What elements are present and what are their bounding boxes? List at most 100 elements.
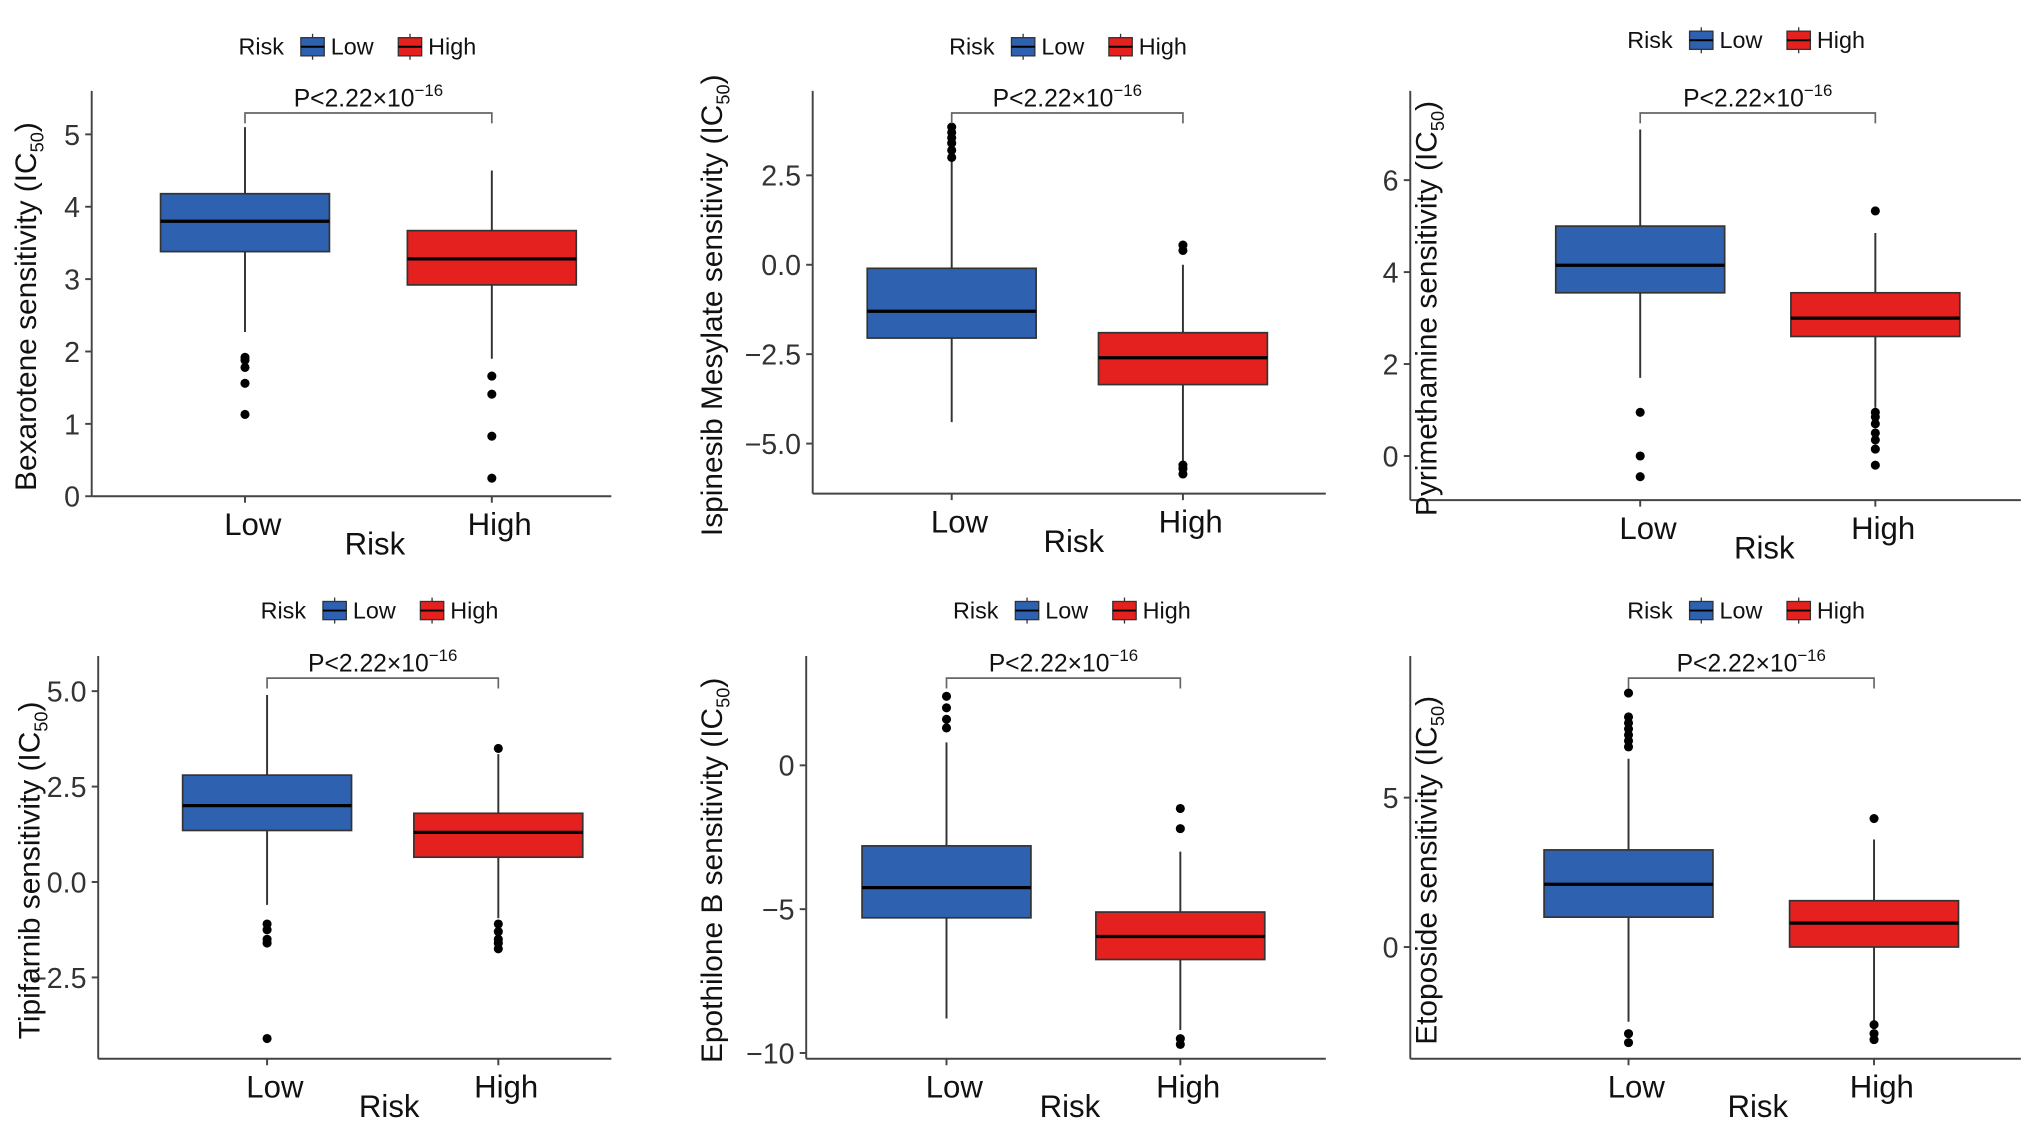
y-tick-label: 2 [64, 337, 80, 369]
x-tick-label: Low [224, 507, 282, 542]
panel-3: 0 2 4 6 Low High Risk Pyrimethamine sensitivity… [1383, 27, 2021, 566]
outlier-point [487, 389, 497, 399]
outlier-point [1178, 469, 1188, 479]
y-axis-title-subscript: 50 [714, 688, 734, 708]
legend-key-low [1014, 597, 1040, 624]
outlier-point [1175, 803, 1185, 814]
x-tick-label: Low [1619, 511, 1677, 546]
iqr-box [413, 812, 584, 859]
outlier-point [262, 938, 272, 948]
outlier-point [1623, 712, 1634, 722]
legend-label: High [1817, 597, 1865, 623]
y-axis-title: Bexarotene sensitivity (IC50) [10, 122, 48, 491]
outlier-point [947, 145, 957, 155]
legend-label: High [428, 34, 476, 60]
y-tick-label: 4 [64, 192, 80, 224]
x-axis-title: Risk [1040, 1089, 1101, 1124]
p-value-exponent: −16 [1804, 81, 1833, 100]
outlier-point [1635, 472, 1645, 482]
legend-key-low [322, 597, 347, 624]
panel-4: −2.5 0.0 2.5 5.0 Low High Risk Tipifarnib sensi… [14, 597, 612, 1124]
outlier-point [1623, 1038, 1634, 1048]
x-tick-label: Low [926, 1070, 984, 1105]
y-axis-title-main: Bexarotene sensitivity (IC [10, 152, 43, 491]
significance-bracket [950, 112, 1184, 124]
outlier-point [947, 122, 957, 132]
box-low [181, 694, 353, 1044]
outlier-point [1869, 1035, 1879, 1045]
y-axis-title-end: ) [14, 702, 47, 712]
y-axis-title: Etoposide sensitivity (IC50) [1410, 696, 1448, 1045]
x-axis-title: Risk [1044, 524, 1105, 559]
outlier-point [487, 371, 497, 381]
p-value-label: P<2.22×10−16 [1677, 646, 1826, 677]
significance-bracket [1627, 677, 1875, 689]
significance-bracket [1639, 112, 1877, 124]
legend-key-low [1010, 33, 1036, 60]
legend-key-high [1786, 27, 1812, 54]
p-value-base: P<2.22×10 [1677, 651, 1798, 678]
x-tick-label: High [1156, 1070, 1220, 1105]
legend-key-high [1112, 597, 1137, 624]
y-axis-title-end: ) [10, 122, 43, 132]
outlier-point [941, 703, 952, 713]
outlier-point [1178, 240, 1188, 250]
legend-label: High [1143, 597, 1191, 623]
y-tick-label: 0 [1383, 441, 1399, 473]
p-value-label: P<2.22×10−16 [1683, 81, 1832, 112]
p-value-label: P<2.22×10−16 [989, 646, 1138, 677]
y-tick-label: −5 [762, 895, 795, 927]
legend-label: Low [1041, 34, 1084, 60]
outlier-point [262, 925, 272, 935]
outlier-point [1623, 688, 1634, 698]
box-high [1790, 206, 1961, 470]
legend-key-high [1108, 33, 1133, 60]
p-value-exponent: −16 [1113, 81, 1142, 100]
box-high [1097, 240, 1269, 479]
y-axis-title-main: Pyrimethamine sensitivity (IC [1410, 131, 1443, 516]
outlier-point [1635, 451, 1645, 461]
x-axis-title: Risk [1727, 1089, 1788, 1124]
p-value-label: P<2.22×10−16 [294, 81, 443, 112]
y-axis-title: Ispinesib Mesylate sensitivity (IC50) [696, 74, 734, 536]
significance-bracket [945, 677, 1182, 689]
p-value-base: P<2.22×10 [993, 86, 1114, 113]
y-tick-label: 5 [1383, 783, 1399, 815]
y-tick-label: 0.0 [761, 250, 801, 282]
outlier-point [493, 927, 503, 937]
y-axis-title: Tipifarnib sensitivity (IC50) [14, 702, 52, 1040]
y-tick-label: 6 [1383, 166, 1399, 198]
outlier-point [1870, 444, 1880, 454]
y-axis-title-main: Ispinesib Mesylate sensitivity (IC [696, 105, 729, 536]
legend: Risk Low High [1627, 27, 1865, 54]
box-low [159, 127, 331, 420]
legend-title: Risk [953, 597, 999, 623]
y-axis-title: Pyrimethamine sensitivity (IC50) [1410, 101, 1448, 516]
y-axis-title-subscript: 50 [1428, 706, 1448, 726]
significance-bracket [244, 112, 493, 124]
p-value-exponent: −16 [429, 646, 458, 665]
outlier-point [947, 152, 957, 163]
p-value-base: P<2.22×10 [308, 651, 429, 678]
outlier-point [493, 919, 503, 929]
legend-title: Risk [1627, 597, 1673, 623]
legend-title: Risk [239, 34, 285, 60]
outlier-point [941, 691, 952, 701]
y-axis-title-end: ) [1410, 696, 1443, 706]
legend-label: Low [1719, 597, 1762, 623]
x-tick-label: High [1851, 511, 1915, 546]
legend-label: Low [353, 597, 396, 623]
x-tick-label: Low [931, 505, 989, 540]
outlier-point [1870, 460, 1880, 470]
p-value-exponent: −16 [1797, 646, 1826, 665]
y-axis-title-end: ) [1410, 101, 1443, 111]
p-value-base: P<2.22×10 [989, 651, 1110, 678]
y-axis-title-end: ) [696, 678, 729, 688]
iqr-box [1554, 225, 1726, 294]
legend-title: Risk [949, 34, 995, 60]
x-axis-title: Risk [359, 1089, 420, 1124]
legend-key-low [1688, 597, 1714, 624]
outlier-point [240, 362, 250, 372]
outlier-point [493, 743, 503, 753]
